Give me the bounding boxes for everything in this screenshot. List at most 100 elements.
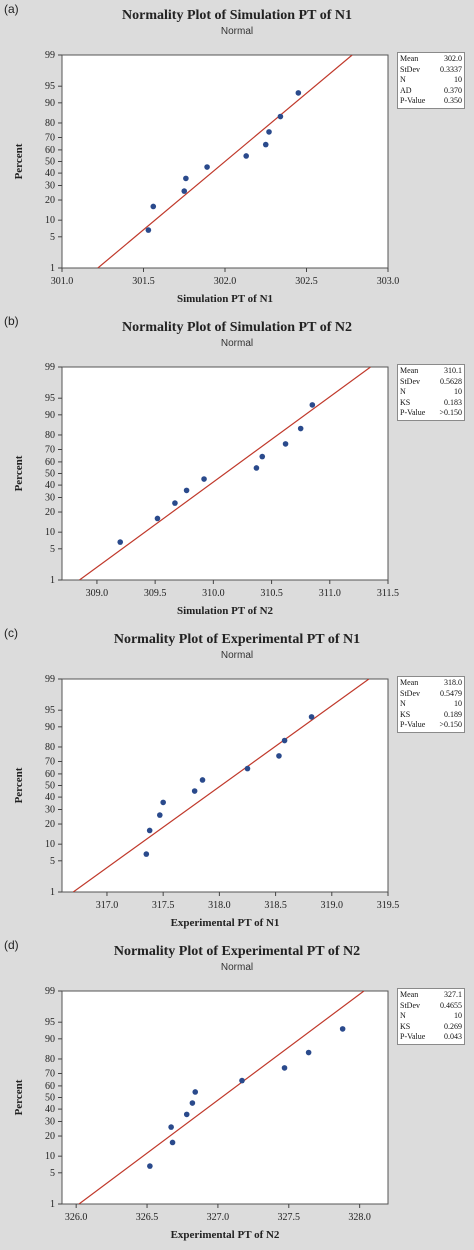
stat-value: 0.5628 — [440, 376, 462, 386]
stat-label: KS — [400, 1021, 411, 1031]
data-point — [147, 1163, 153, 1169]
y-tick-label: 95 — [45, 1017, 55, 1028]
stat-value: 0.350 — [444, 96, 462, 105]
y-tick-label: 10 — [45, 839, 55, 850]
stat-row: Mean 318.0 — [400, 678, 462, 689]
x-tick-label: 311.5 — [377, 588, 399, 599]
data-point — [243, 153, 249, 159]
stats-box: Mean 310.1 StDev 0.5628 N 10 KS 0.183 P-Value >0.… — [397, 364, 465, 421]
chart-subtitle: Normal — [220, 650, 254, 661]
plot-area — [61, 678, 389, 893]
stat-label: StDev — [400, 1000, 420, 1010]
y-tick-label: 5 — [50, 232, 55, 243]
data-point — [277, 113, 284, 120]
stat-row: P-Value >0.150 — [400, 720, 462, 731]
data-point — [168, 1124, 174, 1130]
y-axis-label: Percent — [13, 1079, 25, 1115]
stat-label: Mean — [400, 54, 419, 63]
y-axis-label: Percent — [13, 143, 25, 179]
stat-row: Mean 310.1 — [400, 366, 462, 377]
data-point — [309, 402, 316, 408]
stat-label: N — [400, 1011, 406, 1020]
data-point — [199, 777, 206, 783]
stat-value: 0.043 — [444, 1032, 462, 1041]
y-tick-label: 20 — [45, 195, 55, 206]
y-tick-label: 95 — [45, 393, 55, 404]
data-point — [339, 1026, 346, 1032]
y-tick-label: 80 — [45, 430, 55, 441]
stat-value: 0.189 — [444, 709, 462, 719]
y-tick-label: 70 — [45, 444, 55, 455]
chart-title: Normality Plot of Experimental PT of N2 — [113, 944, 361, 959]
y-tick-label: 95 — [45, 81, 55, 92]
y-tick-label: 70 — [45, 132, 55, 143]
y-tick-label: 50 — [45, 469, 55, 480]
stat-row: N 10 — [400, 1011, 462, 1022]
y-tick-label: 50 — [45, 1093, 55, 1104]
data-point — [157, 812, 163, 818]
y-tick-label: 60 — [45, 769, 55, 780]
stat-label: Mean — [400, 678, 419, 687]
y-tick-label: 30 — [45, 181, 55, 192]
stat-label: StDev — [400, 64, 420, 74]
stat-row: N 10 — [400, 387, 462, 398]
plot-area — [61, 990, 389, 1205]
stat-label: P-Value — [400, 720, 426, 729]
stat-label: AD — [400, 85, 412, 95]
x-tick-label: 327.5 — [278, 1212, 301, 1223]
stat-label: P-Value — [400, 1032, 426, 1041]
panel-label: (b) — [4, 314, 19, 328]
y-tick-label: 99 — [45, 674, 55, 685]
y-tick-label: 90 — [45, 1034, 55, 1045]
stats-box: Mean 318.0 StDev 0.5479 N 10 KS 0.189 P-Value >0.… — [397, 676, 465, 733]
y-tick-label: 99 — [45, 362, 55, 373]
y-tick-label: 80 — [45, 742, 55, 753]
data-point — [204, 164, 210, 170]
y-tick-label: 40 — [45, 480, 55, 491]
y-tick-label: 1 — [50, 1199, 55, 1210]
stat-row: StDev 0.5479 — [400, 689, 462, 700]
stat-label: N — [400, 699, 406, 708]
y-axis-label: Percent — [13, 767, 25, 803]
y-tick-label: 40 — [45, 168, 55, 179]
y-tick-label: 5 — [50, 544, 55, 555]
stat-label: StDev — [400, 376, 420, 386]
stat-value: 310.1 — [444, 366, 462, 375]
stat-label: Mean — [400, 366, 419, 375]
data-point — [192, 1089, 199, 1095]
y-tick-label: 90 — [45, 722, 55, 733]
data-point — [183, 175, 189, 182]
data-point — [259, 453, 266, 460]
stat-value: 327.1 — [444, 990, 462, 999]
y-tick-label: 20 — [45, 507, 55, 518]
stat-row: Mean 302.0 — [400, 54, 462, 65]
x-tick-label: 301.0 — [51, 276, 74, 287]
y-tick-label: 80 — [45, 118, 55, 129]
data-point — [266, 129, 272, 135]
x-tick-label: 309.0 — [86, 588, 109, 599]
x-tick-label: 309.5 — [144, 588, 167, 599]
x-tick-label: 317.5 — [152, 900, 175, 911]
stats-box: Mean 327.1 StDev 0.4655 N 10 KS 0.269 P-Value 0.0… — [397, 988, 465, 1045]
stat-row: P-Value 0.043 — [400, 1032, 462, 1043]
stat-row: KS 0.189 — [400, 710, 462, 721]
data-point — [183, 1111, 190, 1118]
data-point — [295, 90, 302, 96]
y-tick-label: 30 — [45, 805, 55, 816]
data-point — [201, 476, 207, 482]
data-point — [276, 753, 282, 759]
y-tick-label: 60 — [45, 145, 55, 156]
data-point — [146, 827, 153, 834]
x-tick-label: 302.5 — [295, 276, 318, 287]
y-axis-label: Percent — [13, 455, 25, 491]
chart-panel-b: (b) Normality Plot of Simulation PT of N… — [0, 312, 474, 624]
x-tick-label: 303.0 — [377, 276, 400, 287]
x-axis-label: Experimental PT of N2 — [171, 1229, 280, 1241]
stat-row: N 10 — [400, 699, 462, 710]
chart-title: Normality Plot of Simulation PT of N1 — [122, 8, 352, 23]
stat-row: AD 0.370 — [400, 86, 462, 97]
fit-line — [78, 991, 365, 1204]
